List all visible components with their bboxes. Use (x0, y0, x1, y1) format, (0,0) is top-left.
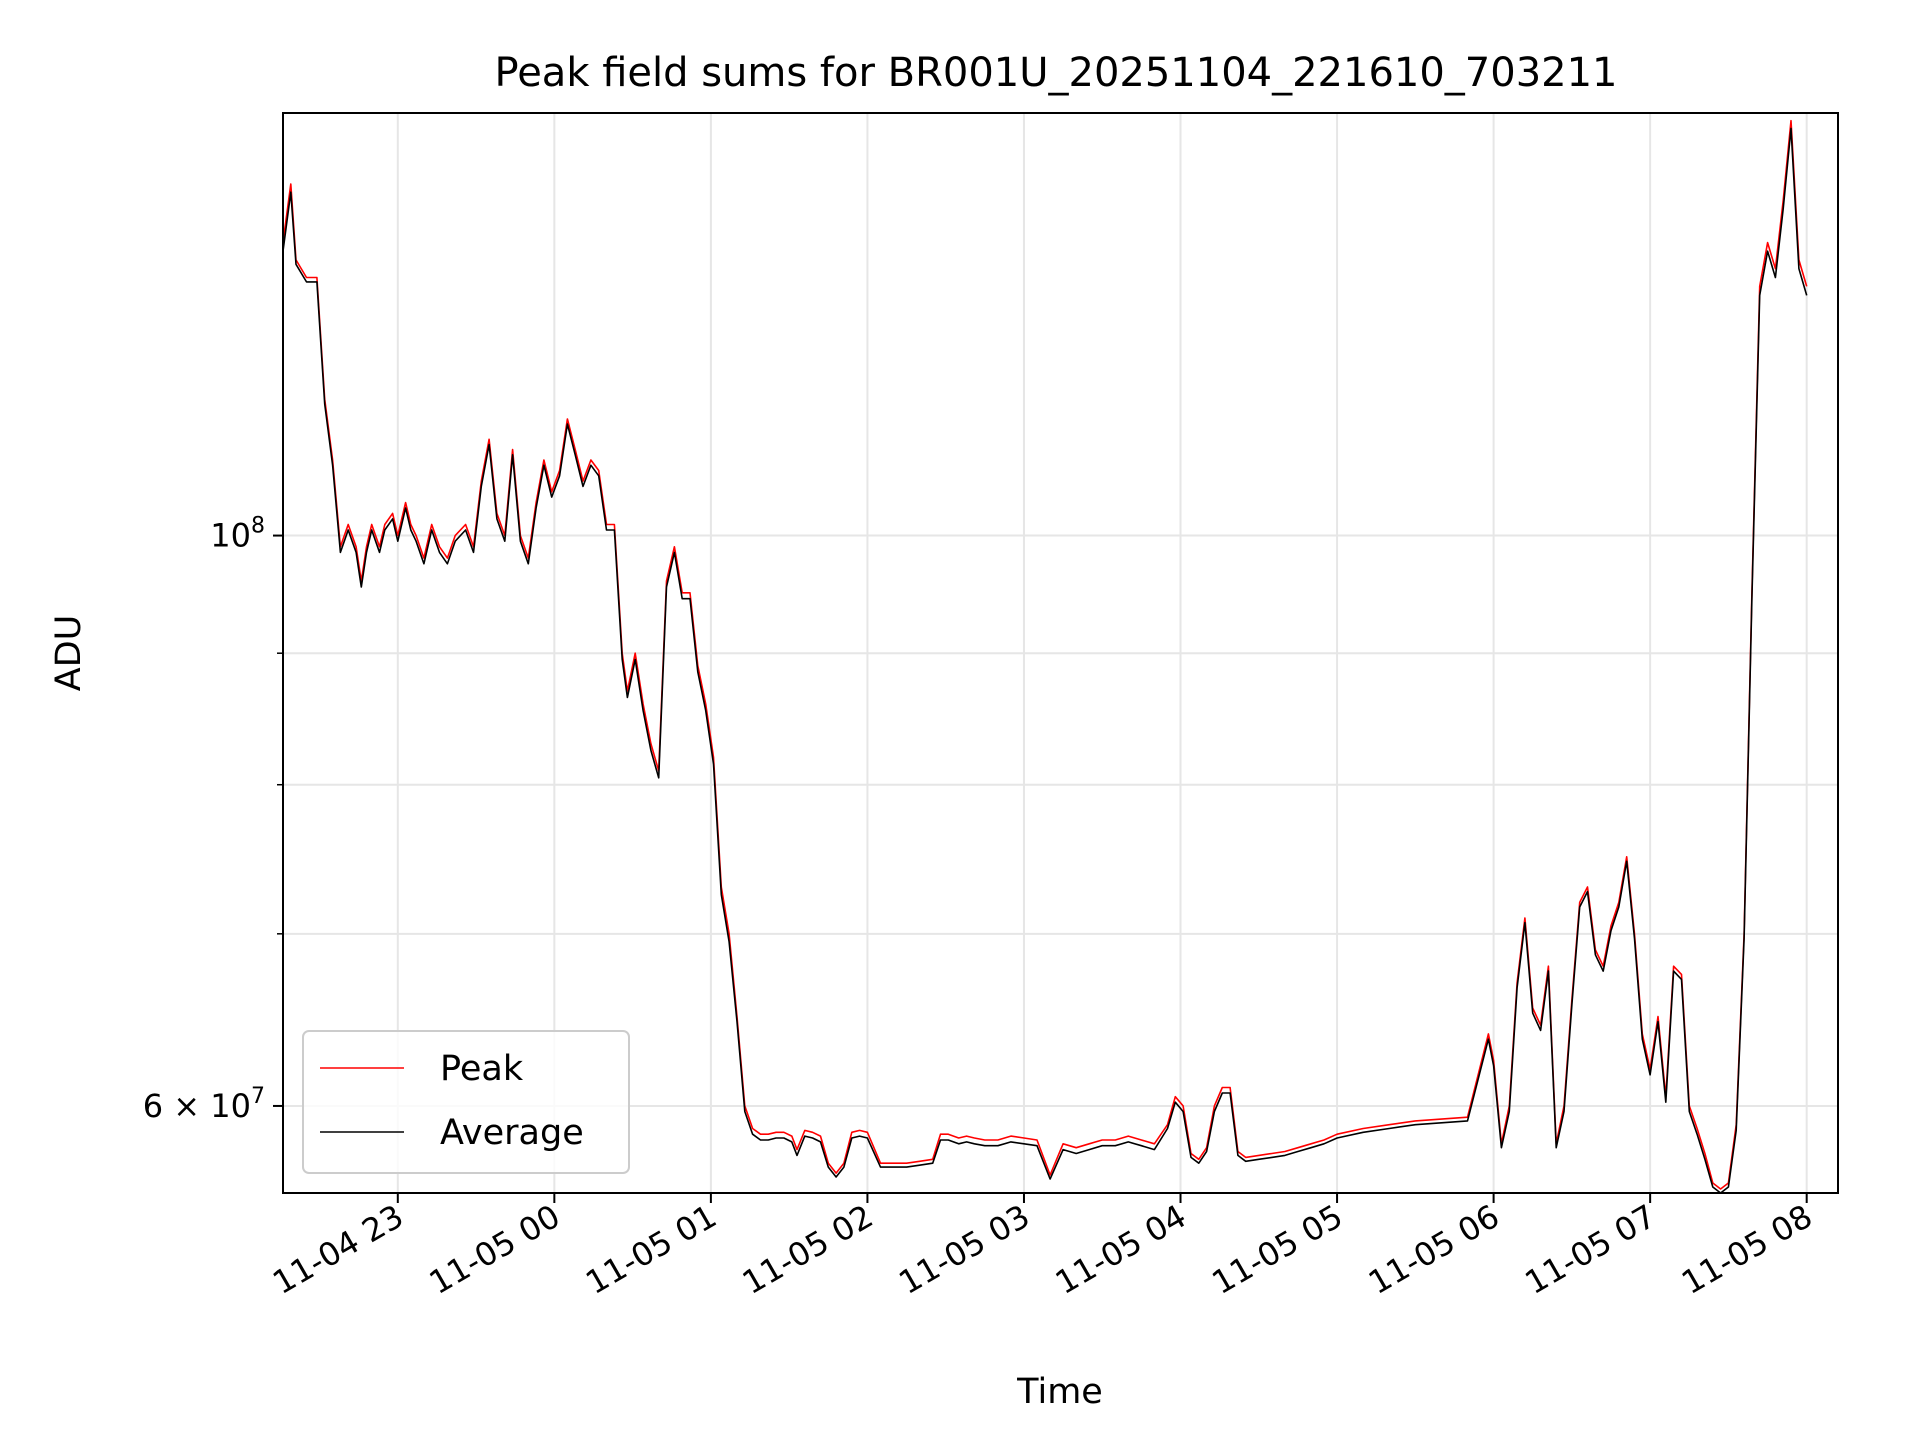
legend-label-average: Average (440, 1113, 584, 1153)
series-layer (283, 119, 1808, 1193)
legend-box (302, 1030, 630, 1174)
legend-label-peak: Peak (440, 1049, 524, 1089)
y-tick-label: 108 (210, 514, 265, 555)
legend: Peak Average (302, 1030, 630, 1174)
x-axis-title: Time (1016, 1372, 1103, 1412)
y-tick-label: 6 × 107 (143, 1084, 265, 1125)
y-axis-title: ADU (49, 615, 89, 692)
chart-title: Peak field sums for BR001U_20251104_2216… (495, 50, 1618, 96)
grid-lines (283, 113, 1838, 1193)
series-line-average (283, 127, 1808, 1193)
y-axis: 108 6 × 107 (143, 514, 283, 1125)
